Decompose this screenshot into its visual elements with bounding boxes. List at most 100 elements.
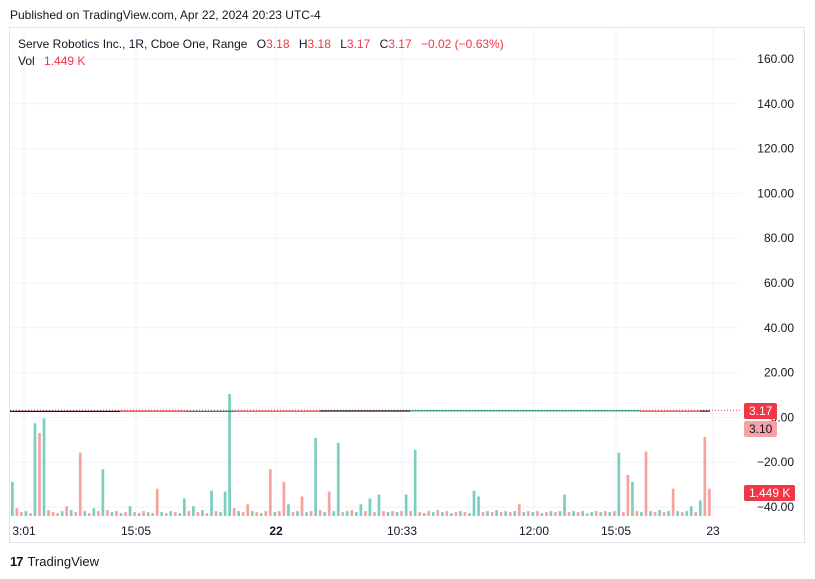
legend-symbol: Serve Robotics Inc., 1R, Cboe One, Range [18,37,248,51]
volume-bar [115,511,118,516]
volume-bar [83,511,87,516]
published-label: Published on TradingView.com, Apr 22, 20… [10,8,321,22]
volume-bar [708,488,711,516]
volume-bar [42,418,46,516]
volume-bar [459,511,462,516]
y-tick-label: 120.00 [757,142,794,156]
volume-bar [106,510,109,516]
volume-bar [345,511,349,516]
prev-price-tag: 3.10 [744,421,778,437]
volume-bar [513,511,517,516]
volume-bar [359,504,363,516]
y-tick-label: 160.00 [757,52,794,66]
legend-volume-label: Vol [18,54,35,68]
volume-bar [599,512,603,516]
volume-bar [119,513,123,516]
volume-bar [368,498,372,516]
volume-bar [404,494,408,516]
volume-bar [78,452,82,516]
legend-close-label: C [379,37,389,51]
volume-bar [667,511,670,516]
legend-high-label: H [298,37,308,51]
volume-bar [124,512,127,516]
volume-bar [622,512,625,516]
volume-bar [327,491,331,516]
volume-bar [11,481,14,516]
volume-bar [192,506,195,516]
tradingview-logo[interactable]: 17 TradingView [10,554,99,569]
volume-bar [291,512,295,516]
volume-bar [486,511,489,516]
volume-bar [409,511,413,516]
volume-bar [436,510,440,516]
legend-change: −0.02 (−0.63%) [420,37,504,51]
volume-bar [612,511,616,516]
volume-bar [395,512,399,516]
volume-bar [160,512,164,516]
volume-bar [472,490,476,516]
volume-bar [545,512,548,516]
y-tick-label: 140.00 [757,97,794,111]
volume-bar [255,512,259,516]
legend-volume-row: Vol 1.449 K [18,53,504,70]
x-axis: 3:01 15:05 22 10:33 12:00 15:05 23 [12,524,720,538]
x-tick-label: 15:05 [121,524,151,538]
volume-bar [554,512,557,516]
volume-bar [196,512,200,516]
volume-bar [341,512,345,516]
volume-bar [540,513,544,516]
volume-bar [536,511,539,516]
volume-bar [87,513,91,516]
volume-bar [110,512,114,516]
volume-bar [585,513,589,516]
volume-bar [178,513,182,516]
x-tick-label: 10:33 [387,524,417,538]
volume-bar [698,500,702,516]
volume-bar [644,451,648,516]
volume-bar [382,511,385,516]
volume-bar [29,513,32,516]
legend-low-label: L [340,37,347,51]
chart-frame[interactable] [9,27,805,543]
volume-bar [373,512,376,516]
volume-bar [567,512,571,516]
y-tick-label: 100.00 [757,186,794,200]
volume-bar [56,513,59,516]
volume-bar [572,511,575,516]
volume-bar [454,512,458,516]
volume-bar [522,512,526,516]
x-tick-label: 22 [269,524,283,538]
volume-bar [440,512,444,516]
volume-bar [504,511,508,516]
volume-bar [92,508,96,516]
volume-bar [499,512,503,516]
volume-bar [676,511,680,516]
volume-bar [268,469,272,516]
volume-bar [662,512,666,516]
volume-bar [671,488,675,516]
volume-bar [133,512,136,516]
tradingview-mark-icon: 17 [10,554,24,569]
volume-bar [603,511,607,516]
volume-bar [151,513,155,516]
volume-bar [60,511,64,516]
volume-bar [526,511,530,516]
volume-bar [282,481,286,516]
legend-open-value: 3.18 [266,37,290,51]
legend-low-value: 3.17 [346,37,371,51]
volume-bar [517,504,521,516]
volume-bar [128,506,132,516]
legend-high-value: 3.18 [307,37,331,51]
volume-bar [594,511,598,516]
legend-volume-value: 1.449 K [44,54,86,68]
volume-bar [495,510,498,516]
volume-bar [187,511,191,516]
volume-bar [508,512,512,516]
legend-ohlc-row: Serve Robotics Inc., 1R, Cboe One, Range… [18,36,504,53]
volume-bar [300,496,304,516]
volume-bar [273,512,277,516]
chart-legend: Serve Robotics Inc., 1R, Cboe One, Range… [18,36,504,70]
volume-bar [336,442,340,516]
y-tick-label: −20.00 [757,455,794,469]
